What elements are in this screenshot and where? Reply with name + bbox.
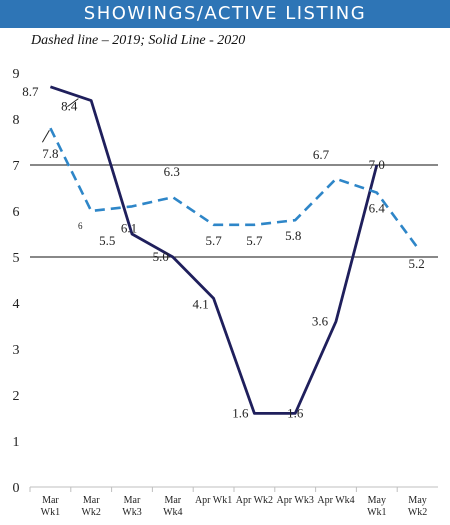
x-tick-label: May — [368, 495, 386, 506]
x-tick-label: Wk2 — [408, 507, 427, 518]
y-tick-label: 0 — [13, 481, 20, 496]
y-tick-label: 4 — [13, 297, 20, 312]
x-tick-label: Apr Wk2 — [236, 495, 273, 506]
data-label: 6 — [78, 221, 83, 231]
data-label: 5.8 — [285, 228, 301, 243]
x-tick-label: Mar — [124, 495, 141, 506]
y-tick-label: 7 — [13, 159, 20, 174]
data-label: 6.4 — [369, 201, 386, 216]
y-tick-label: 1 — [13, 435, 20, 450]
data-label: 5.7 — [246, 233, 263, 248]
chart-subtitle: Dashed line – 2019; Solid Line - 2020 — [31, 33, 246, 48]
label-leader-line — [67, 98, 79, 108]
chart-title-bar: SHOWINGS/ACTIVE LISTING — [0, 0, 450, 28]
data-label: 8.7 — [22, 84, 39, 99]
series-line-2020 — [49, 85, 379, 415]
data-label: 6.7 — [313, 147, 330, 162]
data-label: 5.0 — [153, 249, 169, 264]
y-tick-label: 5 — [13, 251, 20, 266]
x-tick-label: Mar — [83, 495, 100, 506]
y-tick-label: 6 — [13, 205, 20, 220]
x-tick-label: Apr Wk1 — [195, 495, 232, 506]
data-label: 1.6 — [232, 405, 249, 420]
x-tick-label: Wk1 — [41, 507, 60, 518]
y-tick-label: 3 — [13, 343, 20, 358]
x-tick-label: May — [408, 495, 426, 506]
y-tick-label: 2 — [13, 389, 20, 404]
data-label: 5.5 — [99, 233, 115, 248]
data-label: 4.1 — [192, 296, 208, 311]
x-tick-label: Wk1 — [367, 507, 386, 518]
x-tick-label: Mar — [42, 495, 59, 506]
data-label: 5.2 — [408, 256, 424, 271]
data-label: 6.1 — [121, 220, 137, 235]
data-label: 3.6 — [312, 313, 329, 328]
data-label: 7.8 — [42, 146, 58, 161]
data-label: 5.7 — [205, 233, 222, 248]
chart-title: SHOWINGS/ACTIVE LISTING — [83, 3, 367, 24]
x-tick-label: Apr Wk3 — [277, 495, 314, 506]
series-line-2019 — [49, 127, 419, 249]
label-leader-line — [41, 129, 50, 143]
y-tick-label: 9 — [13, 67, 20, 82]
x-tick-label: Apr Wk4 — [317, 495, 354, 506]
data-label: 6.3 — [164, 164, 180, 179]
data-label: 7.0 — [369, 157, 385, 172]
x-tick-label: Wk2 — [81, 507, 100, 518]
x-tick-label: Wk3 — [122, 507, 141, 518]
data-label: 1.6 — [287, 405, 304, 420]
x-tick-label: Mar — [164, 495, 181, 506]
y-tick-label: 8 — [13, 113, 20, 128]
x-tick-label: Wk4 — [163, 507, 182, 518]
